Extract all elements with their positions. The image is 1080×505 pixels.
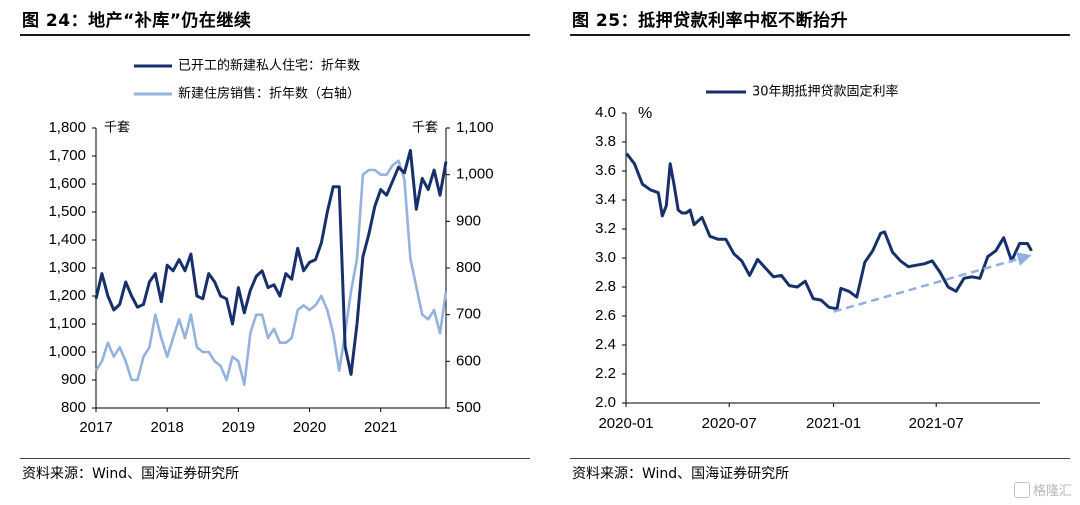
- series-line-mortgage-rate: [625, 152, 1033, 311]
- left-y-tick-label: 1,800: [48, 119, 86, 136]
- left-y-tick-label: 900: [61, 371, 86, 388]
- source-note-left: 资料来源：Wind、国海证券研究所: [22, 466, 240, 482]
- right-y-tick-label: 800: [456, 259, 481, 276]
- x-tick-label: 2021-01: [806, 415, 861, 432]
- title-rule-right: [570, 34, 1070, 36]
- right-y-tick-label: 700: [456, 306, 481, 323]
- trend-arrow-shaft: [833, 256, 1022, 313]
- y-tick-label: 4.0: [595, 104, 616, 121]
- left-y-tick-label: 1,300: [48, 259, 86, 276]
- watermark-text: 格隆汇: [1032, 484, 1072, 499]
- left-y-tick-label: 1,600: [48, 175, 86, 192]
- left-y-tick-label: 1,700: [48, 147, 86, 164]
- y-tick-label: 3.2: [595, 220, 616, 237]
- y-tick-label: 3.6: [595, 162, 616, 179]
- x-tick-label: 2018: [150, 419, 183, 436]
- x-tick-label: 2020: [293, 419, 326, 436]
- x-tick-label: 2020-01: [598, 415, 653, 432]
- left-y-tick-label: 1,500: [48, 203, 86, 220]
- watermark-logo-icon: [1013, 481, 1030, 498]
- left-axis-unit-label: 千套: [104, 120, 130, 136]
- right-y-tick-label: 500: [456, 399, 481, 416]
- figure-24-title: 图 24：地产“补库”仍在继续: [22, 11, 252, 31]
- x-tick-label: 2020-07: [702, 415, 757, 432]
- source-note-right: 资料来源：Wind、国海证券研究所: [572, 466, 790, 482]
- mortgage-rate-chart: 2.0 2.2 2.4 2.6 2.8 3.0 3.2 3.4 3.6 3.8 4.0 2020-01…: [595, 84, 1040, 432]
- left-y-tick-label: 1,000: [48, 343, 86, 360]
- x-tick-label: 2021-07: [909, 415, 964, 432]
- y-tick-label: 2.4: [595, 336, 616, 353]
- y-tick-label: 2.6: [595, 307, 616, 324]
- x-tick-label: 2017: [79, 419, 112, 436]
- y-tick-label: 2.2: [595, 365, 616, 382]
- y-axis-unit-label: %: [638, 105, 652, 122]
- legend-label: 已开工的新建私人住宅：折年数: [178, 58, 360, 74]
- x-tick-label: 2021: [364, 419, 397, 436]
- y-tick-label: 2.0: [595, 394, 616, 411]
- right-y-tick-label: 1,000: [456, 166, 494, 183]
- y-tick-label: 3.8: [595, 133, 616, 150]
- x-tick-label: 2019: [222, 419, 255, 436]
- legend-label: 新建住房销售：折年数（右轴）: [178, 86, 360, 102]
- right-y-tick-label: 1,100: [456, 119, 494, 136]
- legend-label: 30年期抵押贷款固定利率: [752, 84, 899, 100]
- title-rule-left: [20, 34, 530, 36]
- left-y-tick-label: 1,200: [48, 287, 86, 304]
- source-rule-right: [570, 458, 1070, 459]
- right-y-tick-label: 900: [456, 212, 481, 229]
- figure-25-title: 图 25：抵押贷款利率中枢不断抬升: [572, 11, 849, 31]
- series-line-new-home-sales: [94, 159, 448, 387]
- left-y-tick-label: 1,100: [48, 315, 86, 332]
- series-line-housing-starts: [94, 148, 448, 376]
- watermark: 格隆汇: [1013, 480, 1072, 499]
- source-rule-left: [20, 458, 530, 459]
- trend-arrow-head: [1016, 252, 1032, 266]
- left-y-tick-label: 800: [61, 399, 86, 416]
- housing-starts-chart: 800 900 1,000 1,100 1,200 1,300 1,400 1,500 1,60…: [48, 58, 494, 436]
- y-tick-label: 2.8: [595, 278, 616, 295]
- right-y-tick-label: 600: [456, 352, 481, 369]
- right-axis-unit-label: 千套: [412, 120, 438, 136]
- y-tick-label: 3.4: [595, 191, 616, 208]
- left-y-tick-label: 1,400: [48, 231, 86, 248]
- y-tick-label: 3.0: [595, 249, 616, 266]
